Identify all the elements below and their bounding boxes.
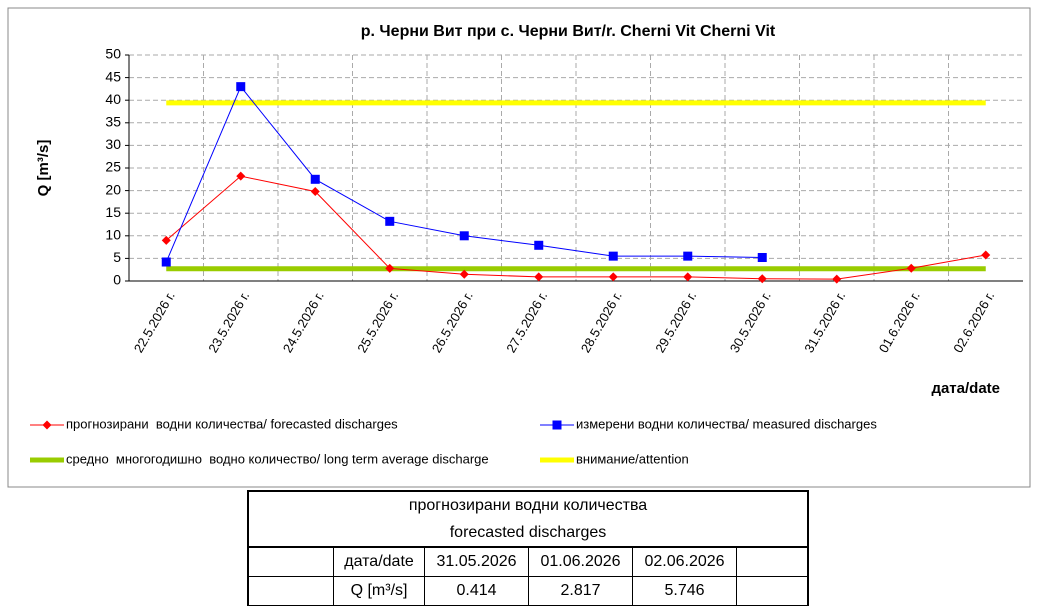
marker [236, 171, 246, 181]
marker [981, 250, 991, 260]
legend-marker [42, 420, 52, 430]
table-cell: 01.06.2026 [528, 548, 633, 577]
y-axis-label: Q [m³/s] [35, 140, 52, 197]
series-line [165, 175, 986, 280]
y-tick-label: 40 [105, 91, 121, 107]
marker [757, 252, 767, 262]
table-cell: дата/date [332, 548, 426, 577]
legend-label: измерени водни количества/ measured disc… [576, 416, 877, 431]
marker [832, 274, 842, 284]
table-cell [249, 576, 334, 606]
marker [683, 251, 693, 261]
marker [608, 251, 618, 261]
table-title: forecasted discharges [449, 524, 607, 541]
chart-title: р. Черни Вит при с. Черни Вит/r. Cherni … [361, 23, 776, 40]
legend-label: внимание/attention [576, 451, 689, 466]
table-cell: 0.414 [424, 576, 530, 606]
legend-marker [552, 420, 562, 430]
table-row: дата/date 31.05.2026 01.06.2026 02.06.20… [249, 548, 807, 577]
y-tick-label: 45 [105, 68, 121, 84]
marker [757, 274, 767, 284]
marker [608, 272, 618, 282]
marker [161, 235, 171, 245]
table-cell: Q [m³/s] [332, 576, 426, 606]
table-row: Q [m³/s] 0.414 2.817 5.746 [249, 576, 807, 606]
forecast-table: прогнозирани водни количества forecasted… [247, 490, 809, 606]
marker [161, 257, 171, 267]
y-tick-label: 50 [105, 46, 121, 62]
legend-label: прогнозирани водни количества/ forecaste… [66, 416, 398, 431]
y-tick-label: 30 [105, 136, 121, 152]
marker [310, 187, 320, 197]
marker [906, 263, 916, 273]
marker [683, 272, 693, 282]
y-tick-label: 35 [105, 114, 121, 130]
y-tick-label: 25 [105, 159, 121, 175]
table-header: прогнозирани водни количества forecasted… [249, 492, 807, 548]
legend-label: средно многогодишно водно количество/ lo… [66, 451, 489, 466]
marker [459, 269, 469, 279]
table-cell: 02.06.2026 [632, 548, 737, 577]
table-cell: 2.817 [528, 576, 633, 606]
y-tick-label: 0 [113, 272, 121, 288]
table-cell: 31.05.2026 [424, 548, 530, 577]
y-tick-label: 15 [105, 204, 121, 220]
chart-frame [7, 7, 1031, 488]
marker [385, 216, 395, 226]
marker [385, 263, 395, 273]
y-tick-label: 20 [105, 181, 121, 197]
marker [310, 174, 320, 184]
table-cell: 5.746 [632, 576, 737, 606]
marker [236, 82, 246, 92]
marker [534, 240, 544, 250]
table-cell [736, 576, 807, 606]
table-cell [249, 548, 334, 577]
y-tick-label: 10 [105, 227, 121, 243]
table-title: прогнозирани водни количества [408, 497, 648, 514]
table: дата/date 31.05.2026 01.06.2026 02.06.20… [249, 548, 807, 606]
y-tick-label: 5 [113, 249, 121, 265]
marker [459, 231, 469, 241]
x-axis-label: дата/date [931, 380, 1000, 397]
marker [534, 272, 544, 282]
table-cell [736, 548, 807, 577]
